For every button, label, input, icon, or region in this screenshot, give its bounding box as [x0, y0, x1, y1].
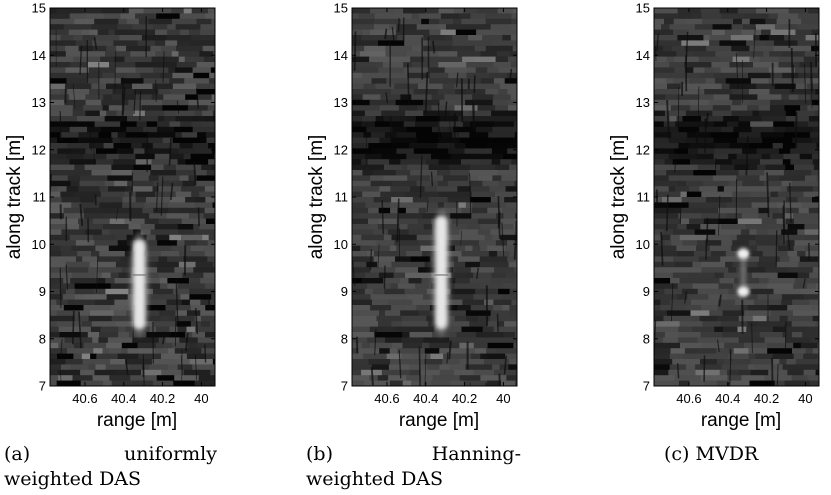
caption-tag: (a) — [4, 443, 31, 465]
x-tick-label: 40.2 — [150, 391, 175, 406]
y-tick-label: 12 — [636, 142, 650, 157]
x-tick-label: 40.6 — [72, 391, 97, 406]
y-tick-label: 12 — [32, 142, 46, 157]
y-tick-label: 13 — [32, 95, 46, 110]
y-tick-label: 7 — [341, 379, 348, 394]
x-tick-label: 40.6 — [676, 391, 701, 406]
sas-image-plot-a: 7 8 9 10 11 12 13 14 15 40.6 40.4 40.2 40 along trac… — [4, 1, 216, 431]
y-tick-label: 11 — [637, 190, 651, 205]
x-tick-label: 40 — [798, 391, 812, 406]
caption-a: (a) uniformly weighted DAS — [4, 442, 217, 492]
bright-spot — [737, 286, 750, 297]
caption-text: Hanning- — [431, 443, 521, 465]
x-tick-label: 40.4 — [111, 391, 136, 406]
caption-c: (c) MVDR — [664, 442, 824, 467]
x-tick-label: 40.2 — [452, 391, 477, 406]
caption-text: weighted DAS — [306, 468, 444, 490]
panel-b: 7 8 9 10 11 12 13 14 15 40.6 40.4 40.2 40 along trac… — [302, 0, 542, 495]
sas-image-plot-c: 7 8 9 10 11 12 13 14 15 40.6 40.4 40.2 40 along trac… — [608, 1, 820, 431]
target-trail — [740, 247, 747, 298]
y-tick-label: 8 — [341, 331, 348, 346]
x-tick-label: 40.4 — [413, 391, 438, 406]
y-tick-label: 14 — [334, 48, 348, 63]
panel-c: 7 8 9 10 11 12 13 14 15 40.6 40.4 40.2 40 along trac… — [604, 0, 831, 495]
caption-tag: (b) — [306, 443, 333, 465]
caption-tag: (c) — [664, 443, 690, 465]
y-tick-label: 15 — [32, 1, 46, 16]
image-area: 7 8 9 10 11 12 13 14 15 40.6 40.4 40.2 40 — [334, 1, 518, 406]
y-tick-label: 9 — [643, 284, 650, 299]
image-area: 7 8 9 10 11 12 13 14 15 40.6 40.4 40.2 40 — [636, 1, 820, 406]
y-tick-label: 13 — [636, 95, 650, 110]
y-tick-label: 12 — [334, 142, 348, 157]
y-tick-label: 9 — [341, 284, 348, 299]
x-tick-label: 40.6 — [374, 391, 399, 406]
y-tick-label: 11 — [335, 190, 349, 205]
y-tick-label: 9 — [39, 284, 46, 299]
y-axis-label: along track [m] — [608, 135, 629, 260]
x-tick-label: 40.4 — [715, 391, 740, 406]
y-tick-label: 11 — [33, 190, 47, 205]
caption-text: weighted DAS — [4, 468, 142, 490]
y-tick-label: 8 — [39, 331, 46, 346]
x-tick-label: 40.2 — [754, 391, 779, 406]
y-axis-label: along track [m] — [306, 135, 327, 260]
caption-text: MVDR — [695, 443, 759, 465]
y-tick-label: 14 — [32, 48, 46, 63]
target-streak — [133, 239, 146, 330]
y-axis-label: along track [m] — [4, 135, 25, 260]
x-tick-label: 40 — [194, 391, 208, 406]
y-tick-label: 10 — [32, 237, 46, 252]
y-tick-label: 13 — [334, 95, 348, 110]
y-tick-label: 10 — [334, 237, 348, 252]
sas-image-plot-b: 7 8 9 10 11 12 13 14 15 40.6 40.4 40.2 40 along trac… — [306, 1, 518, 431]
bright-spot — [737, 248, 750, 259]
y-tick-label: 15 — [636, 1, 650, 16]
y-tick-label: 15 — [334, 1, 348, 16]
target-streak — [435, 215, 448, 330]
y-tick-label: 7 — [643, 379, 650, 394]
y-tick-label: 7 — [39, 379, 46, 394]
caption-text: uniformly — [124, 443, 217, 465]
caption-b: (b) Hanning- weighted DAS — [306, 442, 521, 492]
image-area: 7 8 9 10 11 12 13 14 15 40.6 40.4 40.2 40 — [32, 1, 216, 406]
x-axis-label: range [m] — [701, 410, 781, 431]
x-axis-label: range [m] — [97, 410, 177, 431]
y-tick-label: 8 — [643, 331, 650, 346]
x-tick-label: 40 — [496, 391, 510, 406]
x-axis-label: range [m] — [399, 410, 479, 431]
y-tick-label: 14 — [636, 48, 650, 63]
y-tick-label: 10 — [636, 237, 650, 252]
panel-a: 7 8 9 10 11 12 13 14 15 40.6 40.4 40.2 40 along trac… — [0, 0, 240, 495]
